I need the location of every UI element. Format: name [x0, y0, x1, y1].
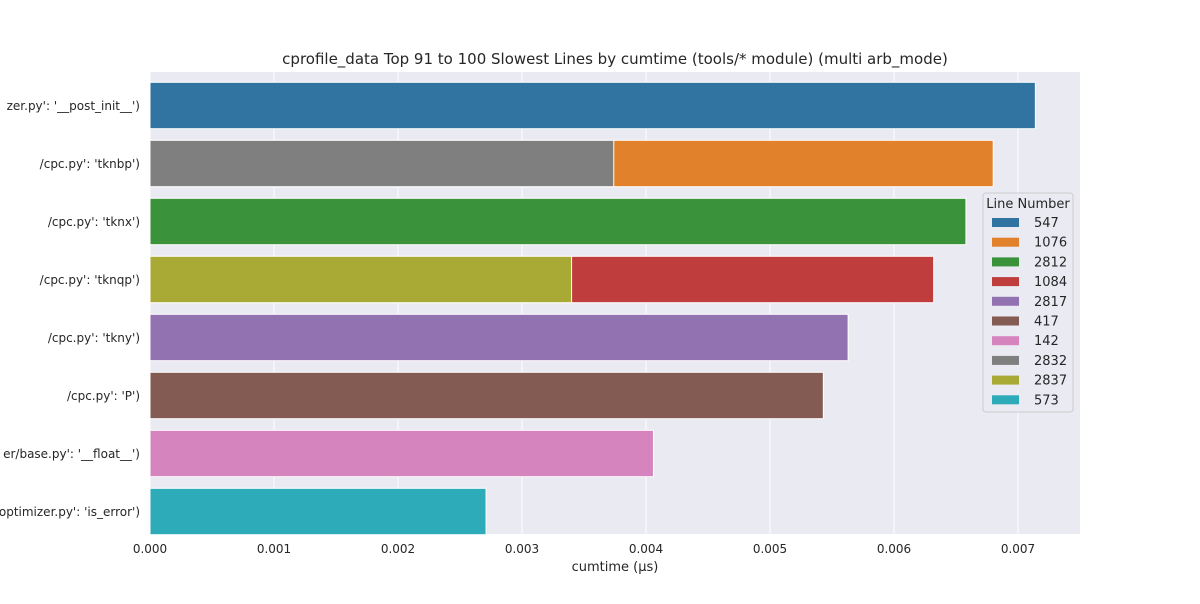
legend-swatch-1076: [992, 237, 1019, 247]
y-tick-label: optimizer.py': 'is_error'): [0, 505, 140, 519]
bar-line-573: [149, 487, 487, 536]
x-tick-label: 0.005: [753, 542, 787, 556]
y-tick-label: /cpc.py': 'tknbp'): [40, 157, 140, 171]
x-tick-label: 0.004: [629, 542, 663, 556]
x-tick-label: 0.000: [133, 542, 167, 556]
y-tick-label: zer.py': '__post_init__'): [7, 99, 140, 113]
bar-line-2817: [149, 313, 849, 362]
legend-swatch-2812: [992, 257, 1019, 267]
chart-title: cprofile_data Top 91 to 100 Slowest Line…: [282, 50, 948, 69]
legend-title: Line Number: [986, 197, 1070, 212]
legend-label: 2837: [1034, 374, 1067, 389]
legend-label: 142: [1034, 334, 1059, 349]
legend-label: 2817: [1034, 295, 1067, 310]
y-tick-labels: zer.py': '__post_init__') /cpc.py': 'tknb…: [0, 99, 140, 519]
x-tick-labels: 0.000 0.001 0.002 0.003 0.004 0.005 0.006 0.007: [133, 542, 1035, 556]
legend-swatch-547: [992, 218, 1019, 227]
x-axis-label: cumtime (μs): [572, 560, 659, 575]
legend-label: 2832: [1034, 354, 1067, 369]
y-tick-label: er/base.py': '__float__'): [3, 447, 140, 461]
y-tick-label: /cpc.py': 'tkny'): [48, 331, 140, 345]
x-tick-label: 0.006: [877, 542, 911, 556]
bar-line-2837: [149, 255, 573, 304]
bar-line-417: [149, 371, 824, 420]
legend-swatch-573: [992, 395, 1019, 405]
x-tick-label: 0.003: [505, 542, 539, 556]
legend-label: 573: [1034, 393, 1059, 408]
legend-label: 417: [1034, 315, 1059, 330]
legend-swatch-2832: [992, 355, 1019, 365]
x-tick-label: 0.007: [1001, 542, 1035, 556]
bar-line-2812: [149, 197, 967, 246]
legend-swatch-2837: [992, 375, 1019, 385]
legend-swatch-417: [992, 316, 1019, 326]
y-tick-label: /cpc.py': 'tknqp'): [40, 273, 140, 287]
legend-swatch-1084: [992, 277, 1019, 287]
legend-label: 1076: [1034, 236, 1067, 251]
legend-swatch-2817: [992, 296, 1019, 306]
bar-line-547: [149, 81, 1036, 130]
bar-line-2832: [149, 139, 615, 188]
legend-label: 2812: [1034, 255, 1067, 270]
legend-label: 547: [1034, 216, 1059, 231]
y-tick-label: /cpc.py': 'tknx'): [48, 215, 140, 229]
x-tick-label: 0.002: [381, 542, 415, 556]
legend-label: 1084: [1034, 275, 1067, 290]
y-tick-label: /cpc.py': 'P'): [67, 389, 140, 403]
bar-line-142: [149, 429, 654, 478]
legend: Line Number 547 1076 2812 1084 2817 417 142 283…: [982, 192, 1074, 413]
legend-swatch-142: [992, 336, 1019, 346]
bars: [149, 81, 1036, 536]
legend-entries: 547 1076 2812 1084 2817 417 142 2832 2837 573: [992, 216, 1067, 408]
x-tick-label: 0.001: [257, 542, 291, 556]
